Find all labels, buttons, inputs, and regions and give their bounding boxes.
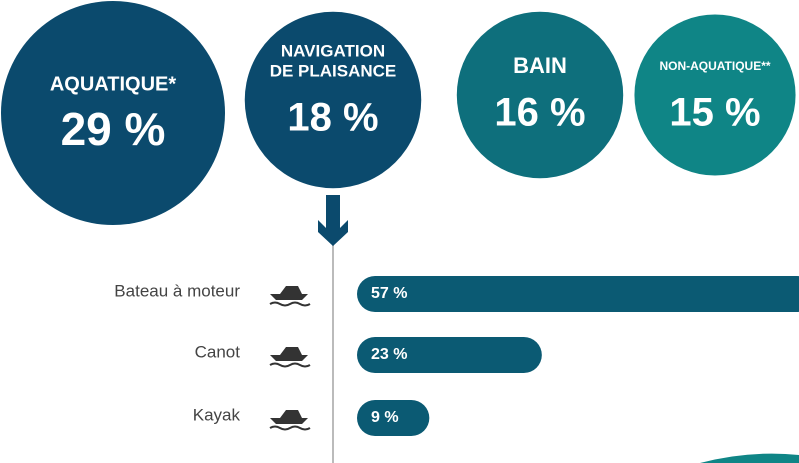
summary-circle bbox=[456, 11, 624, 179]
summary-label: NON-AQUATIQUE** bbox=[659, 59, 770, 73]
icon-boat bbox=[270, 410, 308, 424]
summary-label: AQUATIQUE* bbox=[50, 73, 177, 95]
category-label: Bateau à moteur bbox=[114, 281, 240, 300]
bar bbox=[357, 337, 542, 373]
bar-value-label: 57 % bbox=[371, 285, 407, 302]
summary-value: 29 % bbox=[61, 103, 166, 155]
icon-boat bbox=[270, 286, 308, 300]
icon-waves bbox=[269, 425, 311, 431]
bar bbox=[357, 400, 430, 436]
decoration bbox=[700, 453, 799, 463]
summary-value: 18 % bbox=[287, 96, 378, 140]
bar bbox=[357, 276, 799, 312]
summary-circle bbox=[244, 11, 422, 189]
boat-icon bbox=[269, 347, 311, 368]
bar-value-label: 9 % bbox=[371, 409, 399, 426]
summary-circle bbox=[0, 0, 226, 226]
icon-waves bbox=[269, 301, 311, 307]
summary-label: DE PLAISANCE bbox=[270, 61, 397, 80]
summary-value: 15 % bbox=[669, 91, 760, 135]
icon-boat bbox=[270, 347, 308, 361]
category-label: Canot bbox=[195, 342, 241, 361]
summary-label: BAIN bbox=[513, 53, 567, 78]
summary-label: NAVIGATION bbox=[281, 41, 385, 60]
summary-circle bbox=[634, 14, 796, 176]
boat-icon bbox=[269, 286, 311, 307]
category-label: Kayak bbox=[193, 405, 241, 424]
summary-value: 16 % bbox=[494, 91, 585, 135]
icon-waves bbox=[269, 362, 311, 368]
bar-value-label: 23 % bbox=[371, 346, 407, 363]
arrow bbox=[318, 195, 348, 246]
boat-icon bbox=[269, 410, 311, 431]
